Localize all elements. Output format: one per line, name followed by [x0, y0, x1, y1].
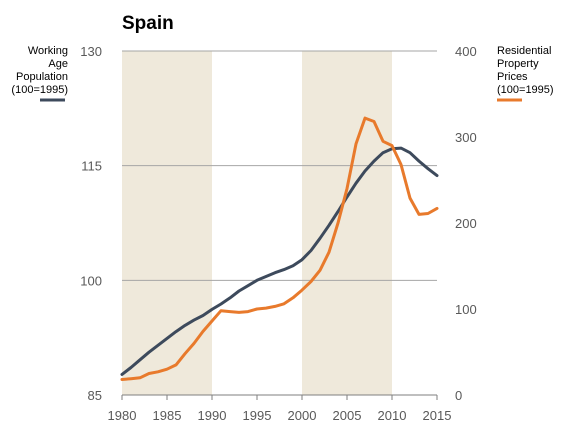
series-line-working-age-population	[120, 146, 439, 376]
right-tick-label: 0	[455, 388, 462, 403]
series-lines	[120, 116, 439, 381]
legend-label-line: (100=1995)	[11, 84, 68, 96]
left-tick-label: 130	[80, 44, 102, 59]
gridlines	[122, 50, 437, 396]
x-tick-label: 2015	[423, 408, 452, 423]
legend-label-line: Prices	[497, 71, 528, 83]
right-tick-label: 300	[455, 130, 477, 145]
right-tick-label: 100	[455, 302, 477, 317]
x-tick-label: 2010	[378, 408, 407, 423]
x-tick-label: 1980	[108, 408, 137, 423]
right-tick-label: 400	[455, 44, 477, 59]
left-tick-label: 100	[80, 273, 102, 288]
shaded-band-1	[302, 51, 392, 395]
right-axis-ticks: 0 100 200 300 400	[455, 44, 477, 403]
right-tick-label: 200	[455, 216, 477, 231]
legend-label-line: Residential	[497, 45, 551, 57]
legend-label-line: (100=1995)	[497, 84, 554, 96]
x-tick-label: 1985	[153, 408, 182, 423]
x-tick-label: 1990	[198, 408, 227, 423]
series-line-property-prices	[120, 116, 439, 381]
left-tick-label: 85	[88, 388, 102, 403]
left-tick-label: 115	[81, 159, 102, 174]
chart-title: Spain	[122, 13, 174, 34]
left-axis-ticks: 85 100 115 130	[80, 44, 102, 403]
legend-label-line: Population	[16, 71, 68, 83]
x-tick-label: 1995	[243, 408, 272, 423]
legend-label-line: Property	[497, 58, 539, 70]
x-axis-ticks: 1980 1985 1990 1995 2000 2005 2010 2015	[108, 395, 452, 423]
legend-label-line: Age	[48, 58, 68, 70]
shaded-band-0	[122, 51, 212, 395]
shaded-periods	[122, 51, 392, 395]
legend-label-line: Working	[28, 45, 68, 57]
x-tick-label: 2005	[333, 408, 362, 423]
x-tick-label: 2000	[288, 408, 317, 423]
